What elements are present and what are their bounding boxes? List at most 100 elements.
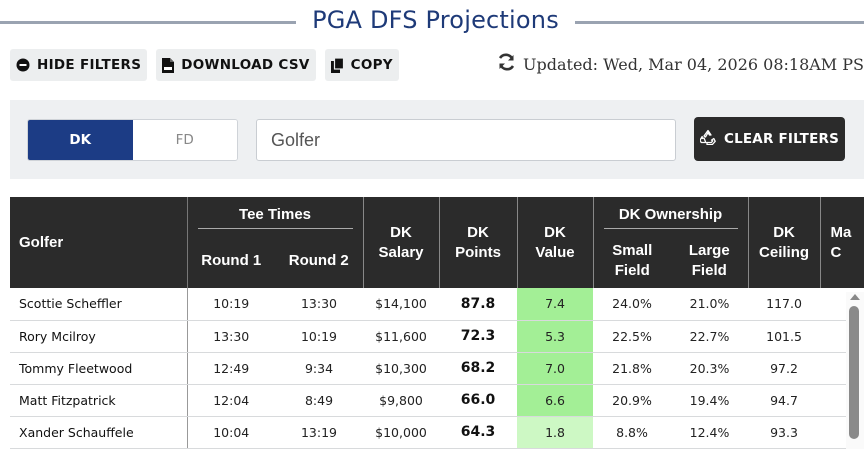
header-small-field[interactable]: Small Field [592, 233, 672, 288]
header-large-field-line2: Field [691, 261, 727, 279]
header-round-2[interactable]: Round 2 [275, 233, 364, 288]
cell-round1: 13:30 [187, 320, 275, 353]
hide-filters-label: HIDE FILTERS [37, 57, 142, 73]
cell-ceiling: 97.2 [748, 352, 821, 385]
cell-large-field: 22.7% [671, 320, 749, 353]
projections-table: Golfer Tee Times DK Salary DK Points DK Val… [10, 197, 864, 449]
copy-label: COPY [350, 57, 393, 73]
cell-round1: 10:19 [187, 288, 275, 321]
header-golfer[interactable]: Golfer [10, 197, 188, 288]
site-option-fd[interactable]: FD [132, 120, 237, 160]
projections-table-wrapper: Golfer Tee Times DK Salary DK Points DK Val… [10, 197, 864, 449]
cell-value: 5.3 [517, 320, 594, 353]
cell-large-field: 12.4% [671, 416, 749, 449]
header-dk-points-line2: Points [455, 243, 501, 261]
clear-filters-button[interactable]: CLEAR FILTERS [694, 117, 845, 161]
cell-points: 72.3 [439, 320, 518, 353]
title-rule-left [0, 21, 296, 24]
cell-value: 6.6 [517, 384, 594, 417]
cell-points: 87.8 [439, 288, 518, 321]
cell-value: 1.8 [517, 416, 594, 449]
site-toggle: DK FD [27, 119, 238, 161]
header-next-column[interactable]: Ma C [819, 197, 864, 288]
page-title: PGA DFS Projections [312, 6, 559, 34]
scrollbar-thumb[interactable] [849, 306, 859, 439]
cell-salary: $14,100 [363, 288, 440, 321]
header-dk-ceiling[interactable]: DK Ceiling [747, 197, 821, 288]
cell-salary: $10,000 [363, 416, 440, 449]
csv-file-icon [162, 57, 175, 73]
copy-icon [330, 57, 344, 73]
header-dk-salary[interactable]: DK Salary [362, 197, 440, 288]
header-large-field-line1: Large [688, 241, 730, 259]
header-dk-value-line1: DK [544, 223, 566, 241]
header-dk-points[interactable]: DK Points [438, 197, 518, 288]
cell-points: 64.3 [439, 416, 518, 449]
header-dk-ceiling-line2: Ceiling [759, 243, 810, 261]
clear-filters-label: CLEAR FILTERS [723, 131, 840, 147]
table-row[interactable]: Xander Schauffele 10:04 13:19 $10,000 64… [10, 416, 864, 449]
cell-round2: 13:19 [275, 416, 364, 449]
cell-salary: $9,800 [363, 384, 440, 417]
header-dk-value[interactable]: DK Value [516, 197, 594, 288]
page-header: PGA DFS Projections [0, 0, 864, 46]
site-option-dk[interactable]: DK [28, 120, 133, 160]
toolbar: HIDE FILTERS DOWNLOAD CSV COPY [10, 49, 399, 81]
scroll-up-arrow-icon[interactable] [850, 294, 860, 300]
golfer-search-input[interactable] [256, 119, 676, 161]
download-csv-label: DOWNLOAD CSV [181, 57, 310, 73]
filter-panel: DK FD CLEAR FILTERS [10, 100, 864, 179]
table-row[interactable]: Tommy Fleetwood 12:49 9:34 $10,300 68.2 … [10, 352, 864, 385]
title-rule-right [575, 21, 864, 24]
download-csv-button[interactable]: DOWNLOAD CSV [156, 49, 316, 81]
hide-filters-button[interactable]: HIDE FILTERS [10, 49, 148, 81]
cell-small-field: 24.0% [593, 288, 672, 321]
cell-round2: 13:30 [275, 288, 364, 321]
cell-salary: $11,600 [363, 320, 440, 353]
cell-small-field: 22.5% [593, 320, 672, 353]
cell-points: 66.0 [439, 384, 518, 417]
cell-large-field: 19.4% [671, 384, 749, 417]
cell-round2: 9:34 [275, 352, 364, 385]
cell-ceiling: 94.7 [748, 384, 821, 417]
header-tee-times: Tee Times [187, 197, 364, 233]
header-next-line1: Ma [830, 223, 852, 241]
cell-golfer: Rory Mcilroy [10, 320, 188, 353]
cell-golfer: Matt Fitzpatrick [10, 384, 188, 417]
header-dk-points-line1: DK [467, 223, 489, 241]
copy-button[interactable]: COPY [324, 49, 399, 81]
cell-value: 7.4 [517, 288, 594, 321]
header-small-field-line2: Field [614, 261, 650, 279]
header-next-line2: C [830, 243, 842, 261]
cell-round1: 12:49 [187, 352, 275, 385]
cell-round2: 8:49 [275, 384, 364, 417]
cell-round1: 12:04 [187, 384, 275, 417]
header-dk-ceiling-line1: DK [773, 223, 795, 241]
updated-timestamp: Updated: Wed, Mar 04, 2026 08:18AM PST [497, 53, 864, 75]
table-row[interactable]: Matt Fitzpatrick 12:04 8:49 $9,800 66.0 … [10, 384, 864, 417]
refresh-icon [497, 53, 516, 75]
cell-round2: 10:19 [275, 320, 364, 353]
updated-text: Updated: Wed, Mar 04, 2026 08:18AM PST [523, 54, 864, 74]
table-row[interactable]: Scottie Scheffler 10:19 13:30 $14,100 87… [10, 288, 864, 321]
cell-golfer: Scottie Scheffler [10, 288, 188, 321]
table-scrollbar[interactable] [846, 292, 864, 449]
cell-salary: $10,300 [363, 352, 440, 385]
minus-circle-icon [16, 58, 30, 72]
cell-ceiling: 101.5 [748, 320, 821, 353]
cell-round1: 10:04 [187, 416, 275, 449]
header-small-field-line1: Small [612, 241, 653, 259]
recycle-icon [699, 129, 716, 149]
cell-points: 68.2 [439, 352, 518, 385]
cell-ceiling: 93.3 [748, 416, 821, 449]
cell-ceiling: 117.0 [748, 288, 821, 321]
header-dk-value-line2: Value [535, 243, 575, 261]
table-row[interactable]: Rory Mcilroy 13:30 10:19 $11,600 72.3 5.… [10, 320, 864, 353]
header-large-field[interactable]: Large Field [671, 233, 749, 288]
cell-small-field: 21.8% [593, 352, 672, 385]
cell-golfer: Xander Schauffele [10, 416, 188, 449]
header-dk-salary-line1: DK [390, 223, 412, 241]
cell-value: 7.0 [517, 352, 594, 385]
cell-golfer: Tommy Fleetwood [10, 352, 188, 385]
header-round-1[interactable]: Round 1 [187, 233, 275, 288]
